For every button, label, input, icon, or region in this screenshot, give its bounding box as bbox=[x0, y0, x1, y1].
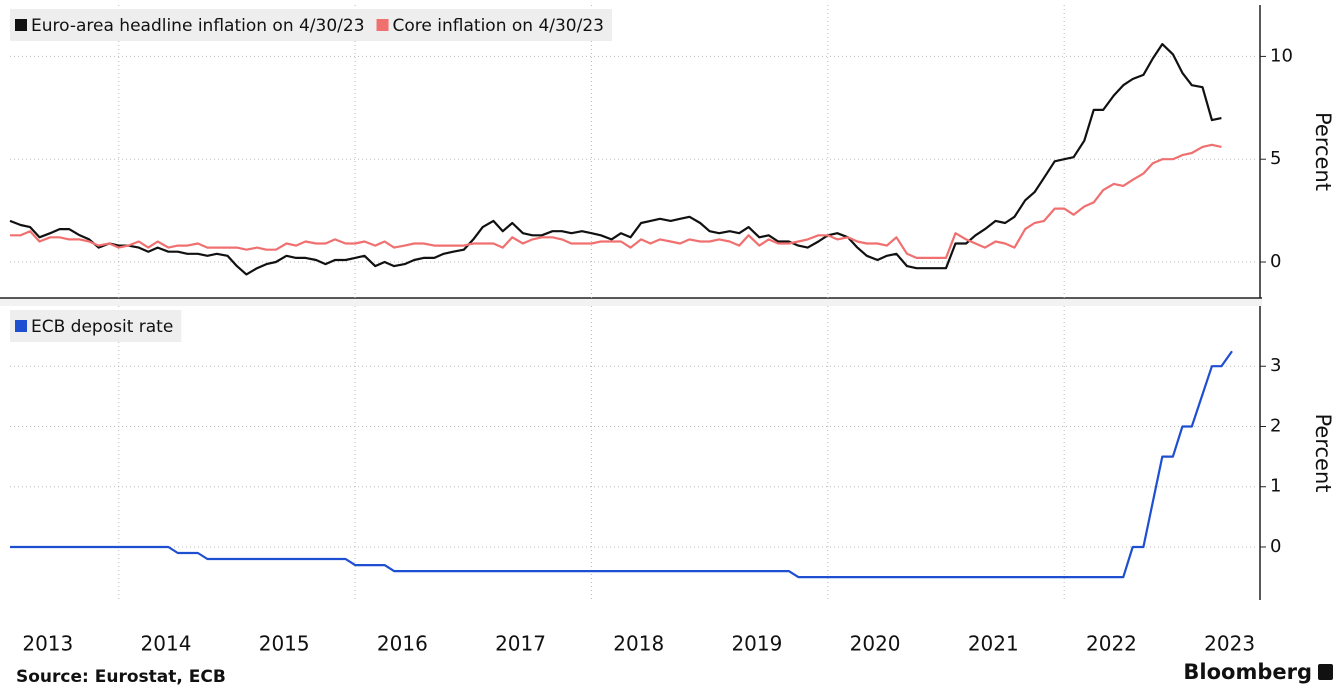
y-tick-label: 0 bbox=[1270, 251, 1281, 272]
x-tick-label: 2013 bbox=[22, 632, 73, 656]
y-tick-label: 5 bbox=[1270, 148, 1281, 169]
legend-swatch bbox=[15, 19, 27, 31]
y-tick-label: 10 bbox=[1270, 45, 1293, 66]
y-axis-label: Percent bbox=[1311, 112, 1335, 191]
x-tick-label: 2018 bbox=[613, 632, 664, 656]
y-tick-label: 2 bbox=[1270, 415, 1281, 436]
y-tick-label: 0 bbox=[1270, 536, 1281, 557]
x-tick-label: 2014 bbox=[141, 632, 192, 656]
x-tick-label: 2019 bbox=[731, 632, 782, 656]
series-line bbox=[10, 350, 1233, 579]
series-line bbox=[10, 143, 1222, 259]
x-tick-label: 2021 bbox=[968, 632, 1019, 656]
series-line bbox=[9, 43, 1222, 276]
x-tick-label: 2023 bbox=[1204, 632, 1255, 656]
legend-swatch bbox=[15, 320, 27, 332]
legend-label: ECB deposit rate bbox=[31, 317, 173, 337]
panel-separator bbox=[0, 298, 1262, 306]
legend-swatch bbox=[376, 19, 389, 31]
x-tick-label: 2015 bbox=[259, 632, 310, 656]
source: Source: Eurostat, ECB bbox=[16, 667, 226, 687]
y-tick-label: 3 bbox=[1270, 355, 1281, 376]
legend-box bbox=[10, 9, 612, 41]
y-tick-label: 1 bbox=[1270, 476, 1281, 497]
legend-label: Core inflation on 4/30/23 bbox=[393, 16, 604, 36]
y-axis-label: Percent bbox=[1311, 413, 1335, 492]
brand-icon bbox=[1318, 664, 1333, 680]
legend-box bbox=[10, 310, 182, 342]
x-tick-label: 2017 bbox=[495, 632, 546, 656]
x-tick-label: 2022 bbox=[1086, 632, 1137, 656]
brand: Bloomberg bbox=[1183, 660, 1312, 684]
legend-label: Euro-area headline inflation on 4/30/23 bbox=[31, 16, 365, 36]
x-tick-label: 2020 bbox=[850, 632, 901, 656]
x-tick-label: 2016 bbox=[377, 632, 428, 656]
